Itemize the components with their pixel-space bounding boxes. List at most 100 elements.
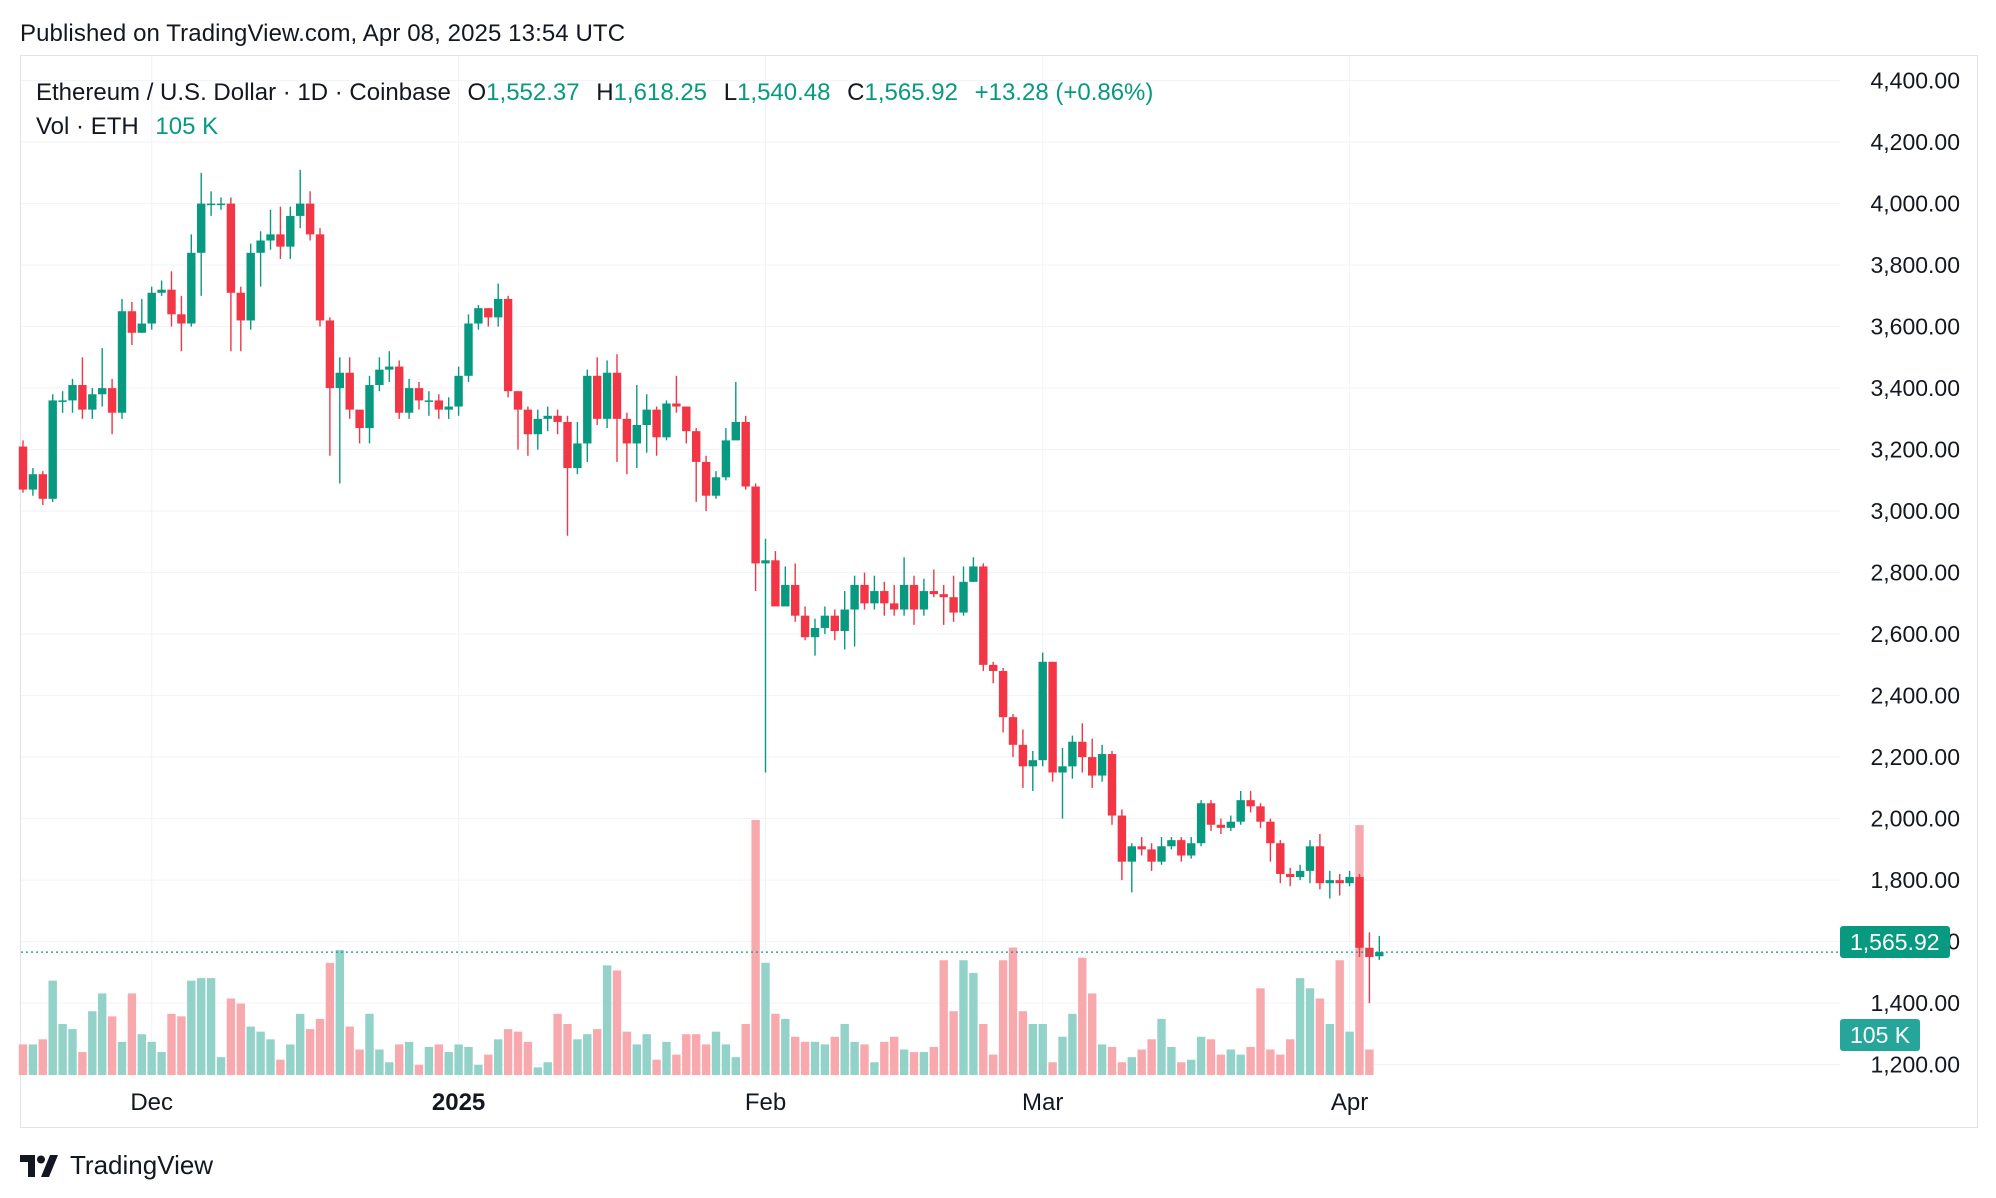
- volume-bar: [919, 1052, 929, 1075]
- price-tick-label: 3,600.00: [1870, 314, 1960, 340]
- volume-value: 105 K: [155, 113, 219, 140]
- volume-bar: [256, 1031, 265, 1075]
- brand-name: TradingView: [70, 1150, 214, 1180]
- volume-bar: [1107, 1046, 1117, 1075]
- volume-bar: [107, 1016, 117, 1075]
- price-tick-label: 2,400.00: [1870, 683, 1960, 709]
- candle-body: [602, 372, 612, 419]
- candle-body: [543, 415, 552, 419]
- volume-bar: [1236, 1054, 1245, 1075]
- volume-bar: [959, 960, 968, 1075]
- volume-bar: [692, 1034, 701, 1075]
- candle-body: [1246, 800, 1255, 807]
- volume-bar: [1295, 978, 1305, 1075]
- candlestick-chart[interactable]: 4,400.00 4,200.00 4,000.00 3,800.00 3,600.00…: [0, 0, 1996, 1140]
- candle-body: [335, 372, 344, 389]
- volume-bar: [276, 1059, 285, 1075]
- volume-bar: [78, 1052, 87, 1075]
- candle-body: [800, 615, 810, 638]
- volume-bar: [820, 1044, 830, 1075]
- candle-body: [157, 289, 166, 293]
- volume-bar: [1187, 1059, 1196, 1075]
- volume-bar: [355, 1049, 364, 1075]
- candle-body: [761, 560, 770, 564]
- candle-body: [880, 591, 889, 604]
- candle-body: [998, 671, 1008, 718]
- candle-body: [88, 394, 97, 410]
- volume-bar: [701, 1044, 711, 1075]
- symbol-label[interactable]: Ethereum / U.S. Dollar · 1D · Coinbase: [36, 79, 451, 106]
- price-tick-label: 2,800.00: [1870, 560, 1960, 586]
- candle-body: [464, 323, 473, 376]
- volume-bar: [1345, 1031, 1354, 1075]
- volume-bar: [1167, 1046, 1176, 1075]
- chart-frame: [20, 55, 1978, 1128]
- volume-bar: [939, 960, 948, 1075]
- candle-body: [1305, 846, 1315, 871]
- candle-body: [28, 474, 38, 490]
- candle-body: [1335, 880, 1344, 884]
- volume-bar: [998, 960, 1008, 1075]
- volume-bar: [385, 1062, 394, 1075]
- volume-label[interactable]: Vol · ETH: [36, 113, 139, 140]
- volume-bar: [751, 820, 760, 1075]
- candle-body: [820, 615, 830, 628]
- volume-bar: [543, 1062, 552, 1075]
- last-price-tag: 1,565.92: [1840, 926, 1950, 958]
- volume-bar: [48, 980, 57, 1075]
- volume-bar: [494, 1039, 503, 1075]
- volume-bar: [810, 1041, 820, 1075]
- candle-body: [1345, 877, 1354, 884]
- candle-body: [1008, 717, 1018, 745]
- volume-bar: [404, 1041, 414, 1075]
- candle-body: [1167, 840, 1176, 847]
- volume-bar: [38, 1039, 47, 1075]
- volume-bar: [989, 1054, 998, 1075]
- candle-body: [682, 406, 691, 432]
- candle-body: [781, 584, 790, 607]
- candle-body: [810, 627, 820, 638]
- price-axis[interactable]: 4,400.00 4,200.00 4,000.00 3,800.00 3,600.00…: [1870, 68, 1960, 1078]
- price-tick-label: 3,800.00: [1870, 252, 1960, 278]
- price-tick-label: 3,000.00: [1870, 498, 1960, 524]
- volume-bar: [1088, 993, 1097, 1075]
- candle-body: [711, 477, 721, 496]
- volume-bar: [523, 1041, 533, 1075]
- volume-bar: [28, 1044, 38, 1075]
- time-tick-label: Dec: [130, 1089, 173, 1116]
- candle-body: [731, 421, 740, 441]
- candle-body: [929, 591, 938, 595]
- price-tick-label: 4,400.00: [1870, 68, 1960, 94]
- volume-bar: [830, 1036, 839, 1075]
- volume-bar: [563, 1024, 572, 1075]
- candle-body: [1315, 846, 1325, 884]
- volume-bar: [1097, 1044, 1107, 1075]
- volume-bar: [1127, 1057, 1136, 1075]
- candle-body: [355, 409, 364, 429]
- price-tick-label: 3,400.00: [1870, 375, 1960, 401]
- volume-bar: [286, 1044, 295, 1075]
- volume-bar: [1286, 1039, 1295, 1075]
- volume-bar: [662, 1041, 671, 1075]
- volume-bar: [612, 970, 622, 1075]
- candle-body: [1048, 661, 1057, 773]
- candle-body: [1038, 661, 1047, 761]
- volume-bar: [553, 1013, 562, 1075]
- volume-bar: [731, 1057, 740, 1075]
- volume-bar: [909, 1052, 919, 1075]
- candle-body: [1325, 880, 1334, 884]
- tradingview-brand[interactable]: TradingView: [20, 1150, 213, 1181]
- candle-body: [226, 203, 236, 293]
- volume-bar: [1216, 1054, 1226, 1075]
- candle-body: [484, 308, 493, 318]
- candle-body: [375, 369, 384, 386]
- candle-body: [147, 292, 156, 324]
- time-axis[interactable]: Dec 2025 Feb Mar Apr: [130, 1089, 1368, 1116]
- volume-bar: [266, 1039, 275, 1075]
- volume-bar: [424, 1046, 434, 1075]
- open-value: 1,552.37: [486, 79, 580, 106]
- candle-body: [1107, 754, 1117, 816]
- candle-body: [444, 406, 453, 410]
- candle-body: [1236, 800, 1245, 822]
- candle-body: [850, 584, 859, 610]
